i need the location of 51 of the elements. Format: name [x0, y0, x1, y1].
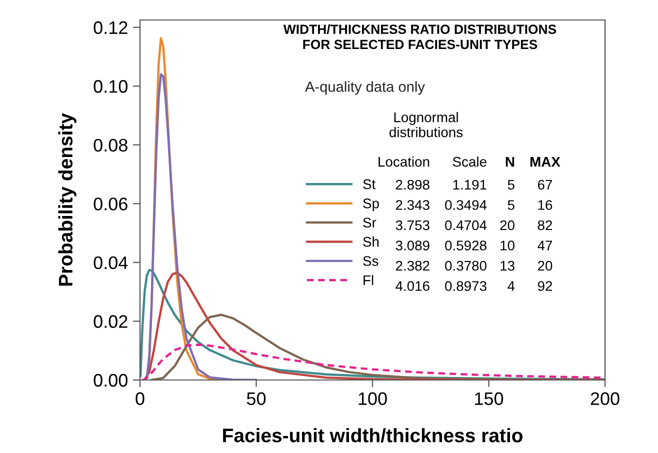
y-tick-label: 0.06 — [94, 198, 128, 210]
y-tick-label: 0.08 — [94, 138, 128, 152]
annotation: MAX — [530, 157, 560, 167]
x-tick-label: 0 — [136, 392, 144, 406]
legend-label: Sr — [363, 218, 376, 228]
x-tick-label: 200 — [590, 392, 620, 406]
annotation: 20 — [500, 220, 514, 230]
y-tick-label: 0.12 — [94, 21, 128, 34]
annotation: 2.343 — [396, 200, 430, 210]
annotation: 67 — [538, 180, 552, 190]
annotation: 0.3780 — [445, 260, 486, 271]
annotation: 5 — [508, 200, 514, 210]
annotation: A-quality data only — [305, 81, 425, 95]
annotation: 1.191 — [453, 180, 486, 190]
annotation: 20 — [538, 260, 552, 271]
annotation: 92 — [538, 281, 552, 291]
legend-label: Sp — [363, 198, 379, 212]
y-tick-label: 0.10 — [94, 80, 128, 93]
legend-title: Lognormal distributions — [390, 112, 463, 138]
legend-label: Sh — [363, 236, 379, 247]
annotation: 47 — [538, 240, 552, 250]
y-tick-label: 0.04 — [94, 256, 128, 270]
legend-label: St — [363, 179, 376, 190]
legend-label: Fl — [364, 274, 374, 285]
annotation: 2.898 — [396, 180, 430, 190]
annotation: 4.016 — [396, 281, 430, 291]
annotation: 0.3494 — [445, 200, 487, 210]
x-tick-label: 100 — [358, 392, 387, 406]
y-tick-label: 0.02 — [94, 315, 128, 328]
annotation: 0.5928 — [445, 240, 486, 250]
annotation: N — [506, 157, 514, 167]
annotation: 0.8973 — [445, 281, 486, 291]
annotation: 4 — [508, 281, 515, 291]
annotation: 5 — [508, 180, 514, 190]
x-tick-label: 50 — [246, 392, 266, 406]
text: WIDTH/THICKNESS RATIO DISTRIBUTIONS FOR SELECTED FACIES-UNIT TYPES — [283, 24, 556, 50]
annotation: Scale — [452, 156, 486, 167]
y-axis-title: Probability density — [58, 113, 76, 286]
annotation: 82 — [538, 220, 552, 230]
y-tick-label: 0.00 — [94, 374, 128, 387]
x-axis-title: Facies-unit width/thickness ratio — [223, 428, 522, 443]
annotation: 3.753 — [396, 220, 430, 230]
annotation: 2.382 — [396, 260, 430, 271]
annotation: 10 — [500, 240, 514, 250]
annotation: 13 — [500, 260, 514, 271]
annotation: 0.4704 — [445, 220, 487, 230]
annotation: 16 — [538, 200, 552, 210]
legend-label: Ss — [363, 256, 378, 266]
x-tick-label: 150 — [475, 392, 504, 406]
annotation: Location — [378, 156, 430, 167]
annotation: 3.089 — [396, 240, 430, 250]
